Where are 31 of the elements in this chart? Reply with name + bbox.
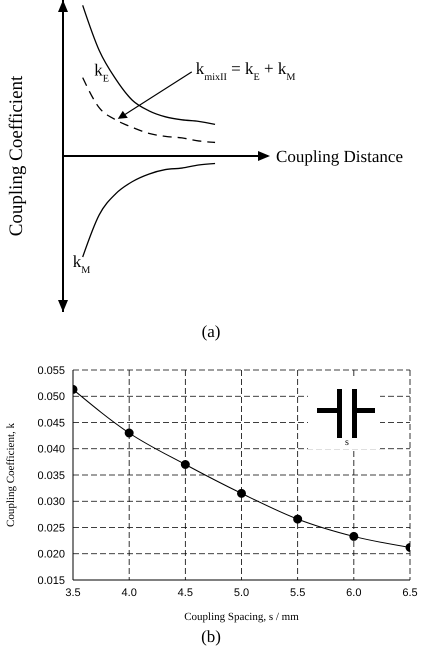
series-label: k$_{M}$ bbox=[72, 252, 90, 276]
y-tick-label: 0.055 bbox=[37, 364, 65, 377]
point bbox=[124, 428, 134, 438]
y-tick-label: 0.030 bbox=[37, 496, 65, 508]
point bbox=[180, 460, 190, 469]
point bbox=[349, 532, 358, 541]
x-axis-title: Coupling Distance bbox=[276, 147, 404, 166]
y-tick-label: 0.050 bbox=[37, 391, 65, 404]
text: (a) bbox=[200, 322, 222, 342]
x-tick-label: 5.5 bbox=[290, 586, 306, 599]
series-label: k$_{E}$ bbox=[94, 60, 109, 84]
text: k$_{mixII}$ = k$_{E}$ + k$_{M}$ bbox=[196, 58, 296, 82]
y-axis-title: Coupling Coefficient, k bbox=[5, 422, 17, 527]
point bbox=[293, 514, 302, 524]
x-tick-label: 4.5 bbox=[178, 586, 193, 599]
x-tick-label: 6.5 bbox=[402, 586, 418, 599]
y-axis-title: Coupling Coefficient bbox=[6, 74, 27, 236]
y-tick-label: 0.020 bbox=[37, 548, 65, 561]
x-tick-label: 4.0 bbox=[122, 586, 137, 599]
y-tick-label: 0.040 bbox=[37, 444, 65, 456]
y-tick-label: 0.015 bbox=[37, 574, 65, 587]
x-tick-label: 6.0 bbox=[346, 586, 362, 599]
x-axis-title: Coupling Spacing, s / mm bbox=[184, 611, 300, 623]
annotation: s bbox=[345, 437, 350, 448]
x-tick-label: 5.0 bbox=[234, 586, 250, 599]
text: (b) bbox=[200, 627, 222, 647]
y-tick-label: 0.035 bbox=[37, 470, 65, 482]
y-tick-label: 0.045 bbox=[37, 417, 65, 430]
x-tick-label: 3.5 bbox=[65, 586, 81, 599]
y-tick-label: 0.025 bbox=[37, 522, 65, 534]
point bbox=[237, 488, 246, 498]
